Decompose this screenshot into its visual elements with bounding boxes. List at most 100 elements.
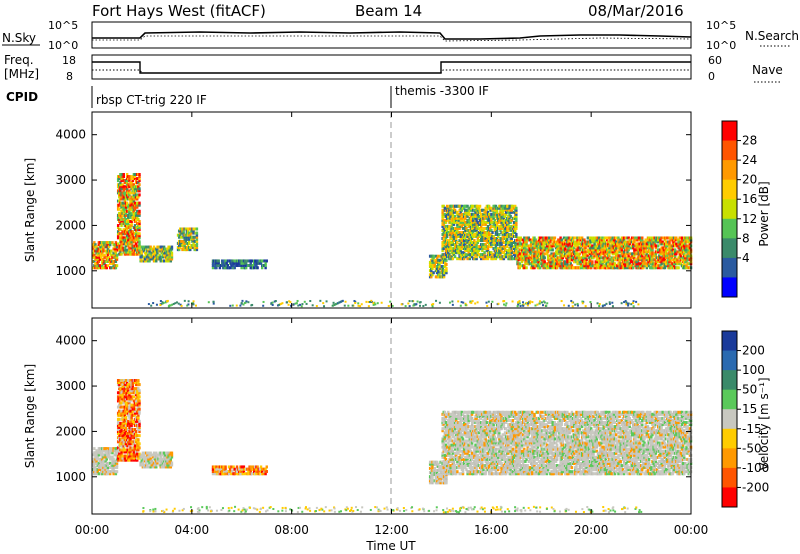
heatmap-cell <box>671 252 675 256</box>
heatmap-cell <box>490 212 493 216</box>
heatmap-cell <box>525 244 528 248</box>
freq-label-1: Freq. <box>4 53 34 67</box>
heatmap-cell <box>467 222 470 226</box>
heatmap-cell <box>644 248 647 252</box>
heatmap-cell <box>152 255 156 259</box>
heatmap-cell <box>140 249 143 253</box>
heatmap-cell <box>560 238 563 242</box>
heatmap-cell <box>538 266 542 270</box>
heatmap-cell <box>244 301 247 304</box>
heatmap-cell <box>482 212 485 216</box>
heatmap-cell <box>507 222 510 226</box>
heatmap-cell <box>529 244 533 248</box>
heatmap-cell <box>612 256 616 260</box>
heatmap-cell <box>149 465 152 469</box>
heatmap-cell <box>476 212 479 216</box>
heatmap-cell <box>525 266 528 270</box>
heatmap-cell <box>155 253 158 257</box>
heatmap-cell <box>477 206 481 210</box>
heatmap-cell <box>659 252 662 256</box>
heatmap-cell <box>138 187 141 191</box>
heatmap-cell <box>134 242 138 246</box>
heatmap-cell <box>462 241 466 245</box>
heatmap-cell <box>102 247 105 251</box>
heatmap-cell <box>130 458 133 462</box>
heatmap-cell <box>493 247 497 251</box>
heatmap-cell <box>96 255 99 259</box>
heatmap-cell <box>123 448 127 452</box>
heatmap-cell <box>456 222 459 226</box>
heatmap-cell <box>299 303 302 306</box>
heatmap-cell <box>486 304 489 307</box>
heatmap-cell <box>467 210 470 214</box>
heatmap-cell <box>98 257 102 261</box>
heatmap-cell <box>590 266 593 270</box>
heatmap-cell <box>685 260 688 264</box>
heatmap-cell <box>562 236 566 240</box>
heatmap-cell <box>467 232 470 236</box>
heatmap-cell <box>103 253 106 257</box>
heatmap-cell <box>469 239 473 243</box>
heatmap-cell <box>503 214 507 218</box>
heatmap-cell <box>158 253 161 257</box>
heatmap-cell <box>125 173 129 177</box>
heatmap-cell <box>422 305 425 308</box>
heatmap-cell <box>148 249 151 253</box>
heatmap-cell <box>118 219 121 223</box>
heatmap-cell <box>124 211 128 215</box>
heatmap-cell <box>599 266 602 270</box>
heatmap-cell <box>174 302 177 305</box>
heatmap-cell <box>461 237 465 241</box>
heatmap-cell <box>546 258 550 262</box>
heatmap-cell <box>501 212 504 216</box>
heatmap-cell <box>112 459 115 463</box>
heatmap-cell <box>469 222 473 226</box>
heatmap-cell <box>601 305 604 308</box>
heatmap-cell <box>122 421 125 425</box>
heatmap-cell <box>133 201 137 205</box>
heatmap-cell <box>672 262 676 266</box>
heatmap-cell <box>520 252 524 256</box>
heatmap-cell <box>540 301 543 304</box>
heatmap-cell <box>515 212 518 216</box>
heatmap-cell <box>119 393 122 397</box>
heatmap-cell <box>588 252 592 256</box>
heatmap-cell <box>507 218 510 222</box>
heatmap-cell <box>192 229 195 233</box>
heatmap-cell <box>545 246 549 250</box>
heatmap-cell <box>118 399 121 403</box>
heatmap-cell <box>645 264 649 268</box>
heatmap-cell <box>120 219 123 223</box>
heatmap-cell <box>586 266 590 270</box>
heatmap-cell <box>119 403 122 407</box>
heatmap-cell <box>680 252 684 256</box>
heatmap-cell <box>400 303 403 306</box>
heatmap-cell <box>451 241 455 245</box>
heatmap-cell <box>553 260 557 264</box>
heatmap-cell <box>136 205 139 209</box>
heatmap-cell <box>489 222 492 226</box>
heatmap-cell <box>555 260 559 264</box>
heatmap-cell <box>537 264 541 268</box>
heatmap-cell <box>544 238 548 242</box>
heatmap-cell <box>195 231 199 235</box>
heatmap-cell <box>501 210 504 214</box>
heatmap-cell <box>442 239 445 243</box>
heatmap-cell <box>265 259 268 263</box>
heatmap-cell <box>589 301 592 304</box>
heatmap-cell <box>494 243 498 247</box>
heatmap-cell <box>134 232 138 236</box>
heatmap-cell <box>592 236 595 240</box>
heatmap-cell <box>486 257 490 261</box>
heatmap-cell <box>666 242 669 246</box>
heatmap-cell <box>676 258 679 262</box>
heatmap-cell <box>443 235 447 239</box>
heatmap-cell <box>522 304 525 307</box>
heatmap-cell <box>683 264 686 268</box>
noise-search-label: N.Search <box>745 29 799 43</box>
heatmap-cell <box>626 260 629 264</box>
heatmap-cell <box>145 247 148 251</box>
heatmap-cell <box>441 254 445 258</box>
heatmap-cell <box>515 210 518 214</box>
heatmap-cell <box>571 301 574 304</box>
